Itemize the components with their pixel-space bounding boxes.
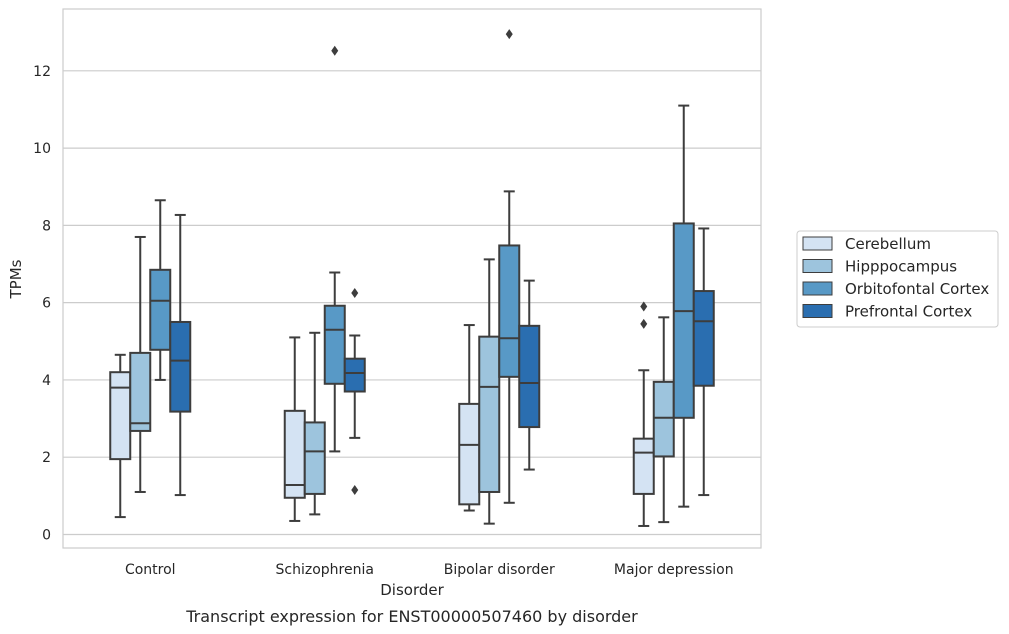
legend-label: Prefrontal Cortex: [845, 303, 972, 321]
legend-swatch: [802, 304, 833, 318]
plot-frame: [62, 8, 762, 549]
box-iqr: [652, 380, 675, 458]
box-iqr: [518, 324, 541, 429]
x-axis-label: Disorder: [380, 581, 444, 599]
outlier-point: [331, 45, 339, 56]
boxes-layer: [109, 29, 715, 527]
box-orbitofontal-cortex: [323, 45, 346, 453]
y-tick-label: 12: [33, 64, 51, 80]
x-tick-label: Schizophrenia: [276, 562, 374, 578]
box-prefrontal-cortex: [169, 213, 192, 497]
box-cerebellum: [458, 324, 481, 512]
y-tick-label: 0: [42, 527, 51, 543]
box-iqr: [343, 357, 366, 393]
chart-caption: Transcript expression for ENST0000050746…: [185, 607, 638, 626]
legend: Cerebellum Hipppocampus Orbitofontal Corte…: [796, 230, 999, 328]
outlier-point: [351, 287, 359, 298]
y-tick-labels: 0 2 4 6 8 10 12: [33, 64, 51, 544]
outlier-point: [505, 29, 513, 40]
box-iqr: [672, 222, 695, 419]
y-tick-label: 4: [42, 373, 51, 389]
x-tick-labels: Control Schizophrenia Bipolar disorder Majo…: [125, 562, 734, 578]
legend-swatch: [802, 236, 833, 251]
box-iqr: [109, 371, 132, 461]
box-iqr: [129, 351, 152, 432]
y-axis-label: TPMs: [7, 259, 25, 299]
box-hipppocampus: [478, 258, 501, 525]
box-orbitofontal-cortex: [149, 199, 172, 381]
legend-swatch: [802, 259, 833, 273]
x-tick-label: Major depression: [614, 562, 734, 578]
box-hipppocampus: [303, 331, 326, 516]
y-tick-label: 2: [42, 450, 51, 466]
box-iqr: [303, 421, 326, 495]
box-cerebellum: [632, 301, 655, 527]
box-iqr: [692, 290, 715, 387]
outlier-point: [640, 301, 648, 312]
box-orbitofontal-cortex: [498, 29, 521, 504]
legend-frame: [796, 230, 999, 328]
outlier-point: [640, 318, 648, 329]
legend-label: Cerebellum: [845, 235, 931, 253]
legend-label: Orbitofontal Cortex: [845, 280, 989, 298]
x-tick-label: Bipolar disorder: [444, 562, 555, 578]
box-hipppocampus: [129, 235, 152, 493]
y-tick-label: 6: [42, 296, 51, 312]
x-tick-label: Control: [125, 562, 176, 578]
legend-swatch: [802, 281, 833, 296]
box-prefrontal-cortex: [692, 227, 715, 497]
box-prefrontal-cortex: [518, 279, 541, 471]
box-hipppocampus: [652, 316, 675, 524]
box-cerebellum: [109, 353, 132, 519]
box-iqr: [632, 437, 655, 495]
box-iqr: [458, 402, 481, 506]
y-tick-label: 10: [33, 141, 51, 157]
box-iqr: [498, 244, 521, 378]
box-iqr: [478, 335, 501, 493]
y-tick-label: 8: [42, 218, 51, 234]
box-iqr: [323, 304, 346, 385]
box-orbitofontal-cortex: [672, 104, 695, 508]
legend-label: Hipppocampus: [845, 258, 957, 276]
box-iqr: [149, 268, 172, 351]
outlier-point: [351, 485, 359, 496]
box-prefrontal-cortex: [343, 287, 366, 496]
box-iqr: [169, 320, 192, 413]
